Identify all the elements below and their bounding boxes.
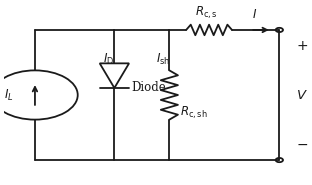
- Text: $-$: $-$: [296, 137, 308, 151]
- Text: Diode: Diode: [131, 81, 166, 95]
- Text: $I$: $I$: [252, 8, 257, 21]
- Text: $I_L$: $I_L$: [4, 88, 13, 102]
- Text: $+$: $+$: [296, 39, 308, 53]
- Text: $V$: $V$: [296, 88, 308, 102]
- Text: $I_\mathrm{sh}$: $I_\mathrm{sh}$: [156, 52, 170, 67]
- Text: $I_\mathrm{D}$: $I_\mathrm{D}$: [103, 52, 114, 67]
- Text: $R_\mathrm{c,s}$: $R_\mathrm{c,s}$: [195, 5, 217, 21]
- Text: $R_\mathrm{c,sh}$: $R_\mathrm{c,sh}$: [180, 104, 208, 121]
